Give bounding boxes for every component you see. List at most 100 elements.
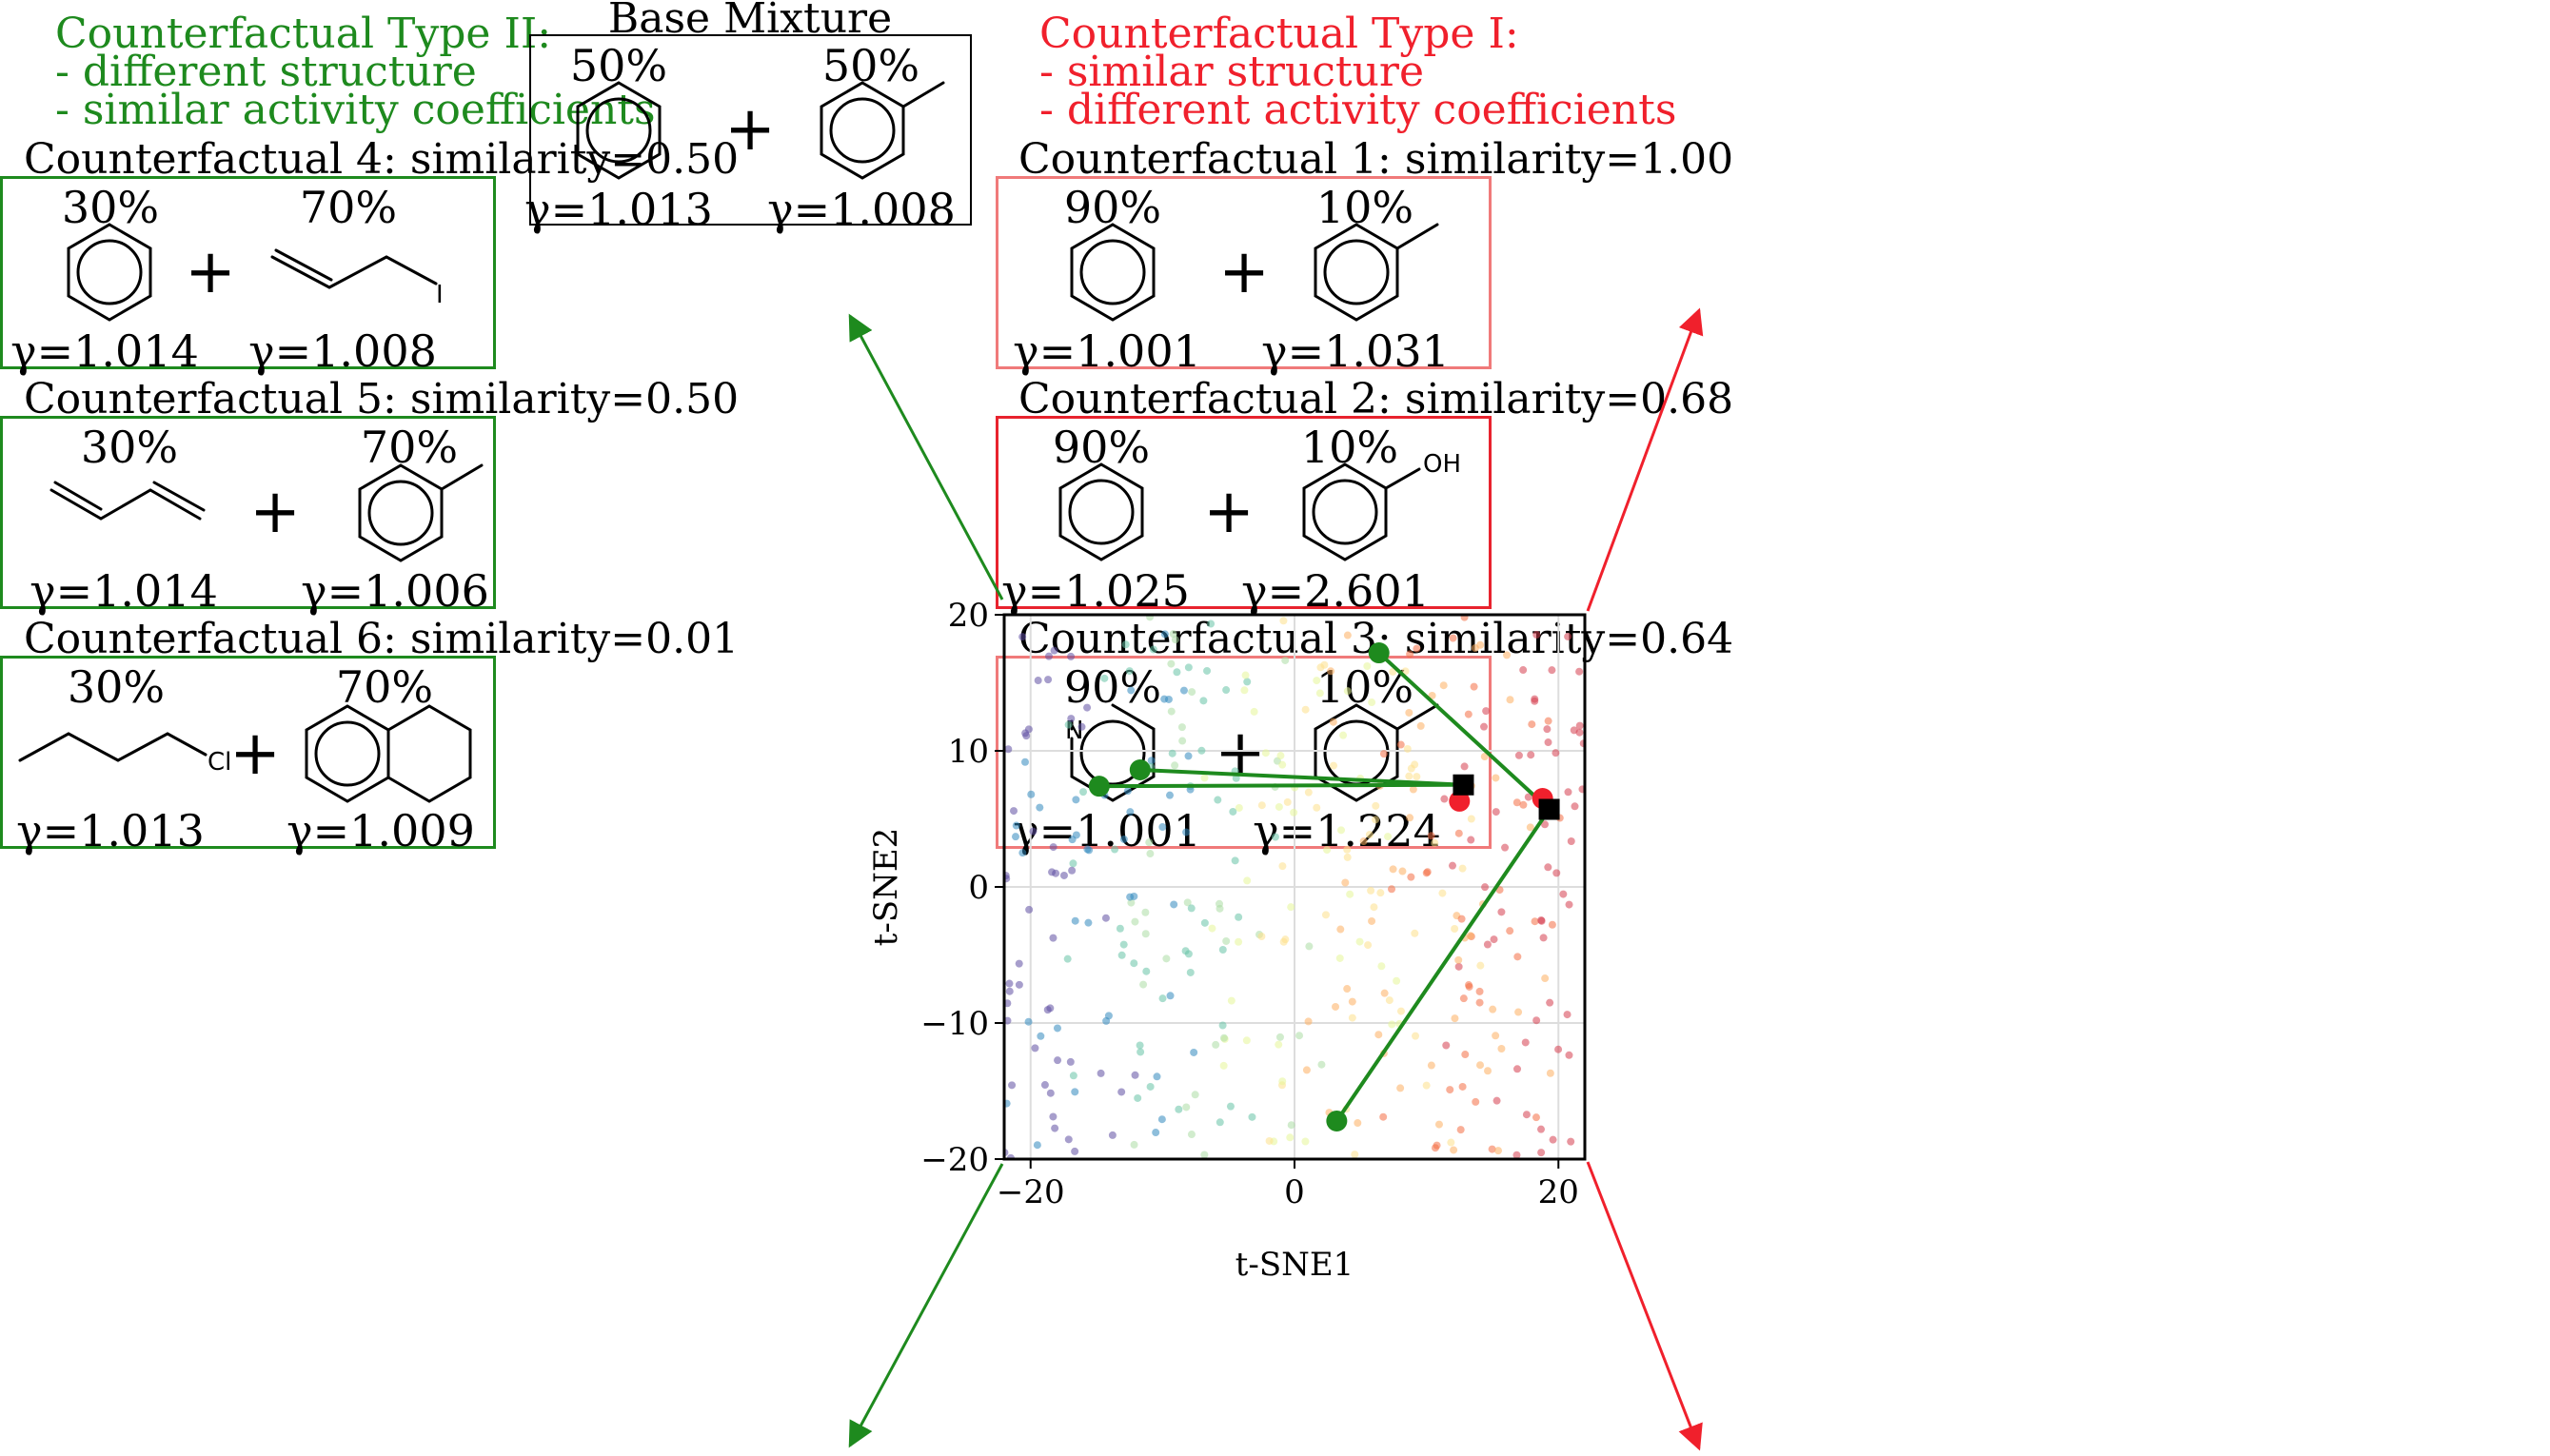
embedding-point [1250, 707, 1258, 716]
embedding-point [1329, 718, 1337, 726]
cf1-plus: + [1218, 237, 1270, 307]
embedding-point [1235, 913, 1243, 921]
embedding-point [1475, 987, 1484, 995]
embedding-point [1049, 1112, 1058, 1121]
embedding-point [1513, 1065, 1522, 1073]
embedding-point [1153, 1072, 1161, 1081]
cf5-box [0, 416, 496, 609]
embedding-point [1544, 863, 1552, 872]
embedding-point [1084, 918, 1093, 927]
embedding-point [1459, 994, 1468, 1003]
embedding-point [1330, 761, 1338, 770]
embedding-point [1411, 760, 1419, 769]
embedding-point [1570, 726, 1578, 735]
type2-link [1334, 808, 1552, 1123]
embedding-point [1127, 898, 1136, 907]
embedding-point [1053, 1024, 1061, 1033]
embedding-point [1506, 927, 1514, 935]
cf1-left-benzene [1070, 223, 1156, 322]
embedding-point [1219, 1033, 1228, 1042]
embedding-point [1317, 1060, 1326, 1069]
cf5-left-pct: 30% [80, 422, 179, 473]
embedding-point [1117, 951, 1126, 959]
embedding-point [1537, 1125, 1546, 1133]
embedding-point [1543, 725, 1552, 734]
embedding-point [1483, 940, 1492, 949]
embedding-point [1546, 1069, 1554, 1077]
embedding-point [1018, 633, 1027, 641]
embedding-point [1537, 916, 1546, 925]
embedding-point [1461, 1051, 1470, 1059]
embedding-point [1181, 947, 1190, 955]
embedding-point [1167, 659, 1176, 668]
embedding-point [1367, 886, 1375, 895]
embedding-point [1083, 845, 1092, 854]
embedding-point [1406, 814, 1414, 822]
cf6-right-pct: 70% [335, 661, 434, 713]
type2-title: Counterfactual Type II: [55, 10, 552, 58]
embedding-point [1134, 1093, 1142, 1102]
embedding-point [1218, 1021, 1227, 1030]
embedding-point [1481, 883, 1490, 892]
embedding-point [1343, 985, 1352, 994]
embedding-point [1054, 1056, 1062, 1065]
embedding-point [1108, 1131, 1117, 1139]
embedding-point [1370, 903, 1378, 912]
cf1-right-gamma: γ=1.031 [1261, 325, 1450, 377]
embedding-point [1492, 1032, 1500, 1040]
embedding-point [1567, 837, 1575, 846]
embedding-point [1396, 1007, 1405, 1015]
cf1-right-toluene [1314, 223, 1439, 322]
embedding-point [1186, 968, 1195, 976]
cf5-plus: + [249, 477, 301, 547]
embedding-point [1405, 772, 1413, 780]
embedding-point [1126, 808, 1135, 817]
embedding-point [1131, 1071, 1139, 1079]
embedding-point [1004, 999, 1012, 1008]
embedding-point [1480, 753, 1489, 761]
embedding-point [1438, 889, 1447, 897]
cf4-right-allyl-iodide: I [270, 248, 444, 309]
embedding-point [1229, 807, 1237, 816]
embedding-point [1222, 686, 1231, 695]
embedding-point [1275, 1033, 1284, 1041]
embedding-point [1480, 722, 1489, 731]
embedding-point [1127, 686, 1136, 695]
cf2-left-gamma: γ=1.025 [1001, 565, 1190, 617]
embedding-point [1554, 1045, 1563, 1053]
embedding-point [1160, 695, 1169, 703]
embedding-point [1064, 720, 1073, 729]
embedding-point [1130, 1140, 1138, 1149]
embedding-point [1451, 1014, 1459, 1023]
embedding-point [1348, 997, 1356, 1006]
embedding-point [1199, 697, 1208, 705]
embedding-point [1548, 920, 1556, 929]
cf4-right-gamma: γ=1.008 [248, 325, 437, 377]
embedding-point [1182, 1103, 1191, 1112]
embedding-point [1171, 761, 1179, 770]
embedding-point [1200, 1151, 1209, 1159]
embedding-point [1389, 865, 1397, 874]
embedding-point [1454, 955, 1463, 964]
embedding-point [1232, 774, 1240, 782]
cf4-left-benzene [67, 223, 152, 322]
embedding-point [1197, 746, 1206, 755]
embedding-point [1458, 1082, 1467, 1091]
embedding-point [1157, 1115, 1166, 1124]
embedding-point [1527, 751, 1535, 759]
cf6-right-gamma: γ=1.009 [287, 805, 475, 856]
embedding-point [1240, 686, 1249, 695]
embedding-point [1008, 1081, 1017, 1090]
embedding-point [1064, 1135, 1073, 1144]
embedding-point [1149, 645, 1157, 654]
embedding-point [1578, 785, 1585, 794]
y-tick-label: 10 [948, 733, 989, 771]
embedding-point [1332, 1002, 1340, 1011]
embedding-point [1440, 795, 1449, 803]
embedding-point [1476, 640, 1485, 649]
base-right-toluene [820, 81, 945, 180]
embedding-point [1409, 785, 1417, 794]
embedding-point [1423, 868, 1432, 876]
base-right-gamma: γ=1.008 [767, 184, 956, 235]
embedding-point [1235, 803, 1243, 812]
